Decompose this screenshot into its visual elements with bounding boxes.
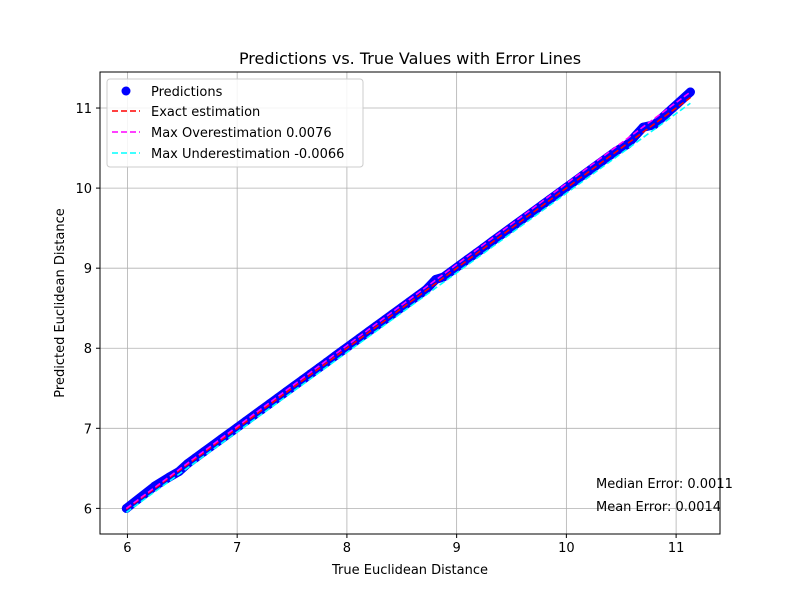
y-tick-label: 7: [84, 422, 92, 437]
axis-ticks: 6 7 8 9 10 11 6 7 8 9 10 11: [75, 102, 684, 556]
legend-label-exact: Exact estimation: [151, 105, 260, 120]
plot-frame: [99, 71, 721, 535]
y-tick-label: 9: [84, 262, 92, 277]
x-tick-label: 9: [452, 541, 460, 556]
plot-series: [121, 87, 695, 514]
prediction-point: [150, 481, 160, 491]
legend-label-predictions: Predictions: [151, 85, 223, 100]
x-axis-label: True Euclidean Distance: [331, 563, 488, 578]
y-tick-label: 11: [75, 102, 92, 117]
y-axis-label: Predicted Euclidean Distance: [53, 208, 68, 397]
y-tick-label: 8: [84, 342, 92, 357]
mean-error-annotation: Mean Error: 0.0014: [596, 500, 721, 515]
legend-label-over: Max Overestimation 0.0076: [151, 126, 332, 141]
chart-title: Predictions vs. True Values with Error L…: [239, 49, 581, 68]
legend: Predictions Exact estimation Max Overest…: [106, 78, 364, 168]
legend-label-under: Max Underestimation -0.0066: [151, 147, 344, 162]
x-tick-label: 10: [558, 541, 575, 556]
x-tick-label: 11: [668, 541, 685, 556]
median-error-annotation: Median Error: 0.0011: [596, 477, 733, 492]
x-tick-label: 7: [233, 541, 241, 556]
legend-marker-predictions: [121, 86, 131, 96]
exact-estimation-line: [125, 96, 691, 510]
x-tick-label: 8: [343, 541, 351, 556]
max-underestimation-line: [125, 102, 691, 514]
legend-box: [106, 78, 364, 168]
plot-area: [121, 87, 695, 514]
y-tick-label: 10: [75, 182, 92, 197]
y-tick-label: 6: [84, 502, 92, 517]
x-tick-label: 6: [123, 541, 131, 556]
